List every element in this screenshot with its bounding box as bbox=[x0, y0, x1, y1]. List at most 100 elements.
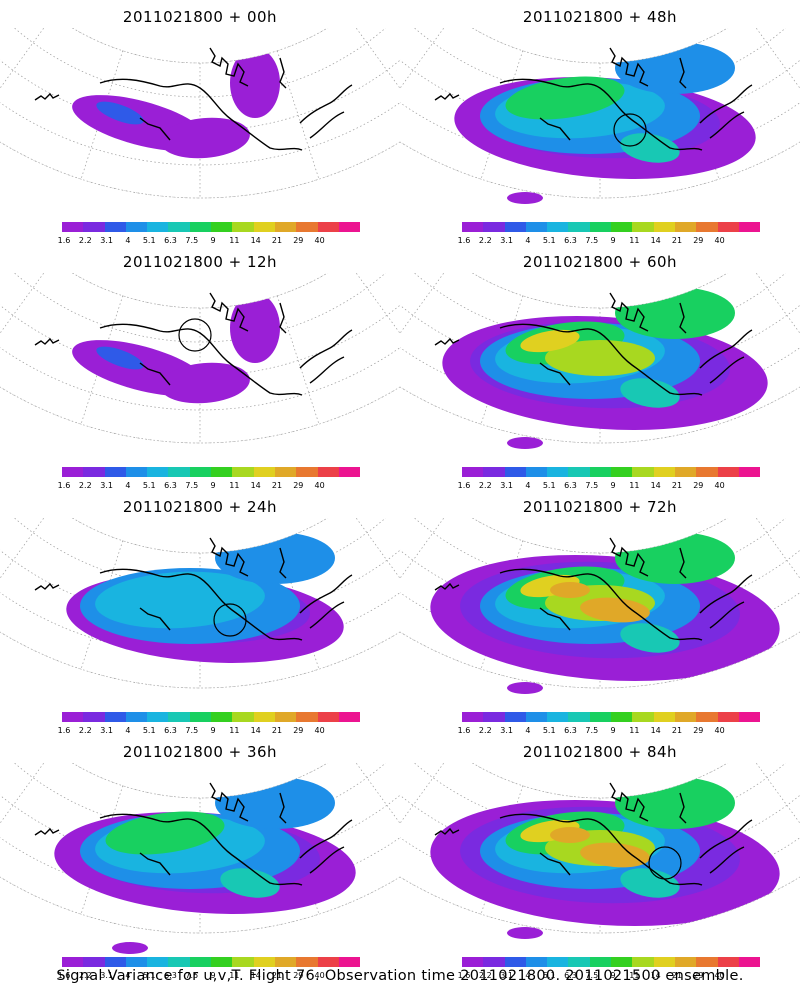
panel-title: 2011021800 + 00h bbox=[122, 8, 278, 26]
variance-contour bbox=[620, 623, 680, 653]
colorbar-tick-label: 5.1 bbox=[142, 971, 156, 980]
variance-contour bbox=[230, 293, 280, 363]
longitude-line bbox=[0, 763, 45, 824]
colorbar-tick-label: 29 bbox=[693, 726, 704, 735]
colorbar-tick-label: 40 bbox=[714, 971, 725, 980]
colorbar-tick-label: 9 bbox=[210, 236, 216, 245]
canada-coast bbox=[679, 302, 753, 384]
colorbar-swatch bbox=[274, 712, 297, 722]
colorbar-swatch bbox=[83, 467, 105, 477]
colorbar-tick-label: 1.6 bbox=[457, 481, 471, 490]
colorbar-tick-label: 9 bbox=[210, 971, 216, 980]
latitude-line bbox=[14, 273, 386, 343]
observation-circle bbox=[213, 603, 247, 637]
colorbar-tick-label: 7.5 bbox=[585, 971, 599, 980]
colorbar-tick-label: 14 bbox=[250, 726, 261, 735]
colorbar-tick-label: 11 bbox=[629, 726, 640, 735]
latitude-line bbox=[414, 273, 786, 343]
longitude-line bbox=[755, 28, 800, 89]
alaska-coast bbox=[99, 568, 303, 641]
colorbar-tick-label: 14 bbox=[250, 236, 261, 245]
colorbar-tick-label: 11 bbox=[229, 971, 240, 980]
longitude-line bbox=[400, 28, 445, 89]
colorbar-swatch bbox=[717, 712, 739, 722]
colorbar-swatch bbox=[568, 712, 590, 722]
longitude-line bbox=[755, 273, 800, 334]
latitude-line bbox=[471, 28, 729, 64]
colorbar-swatch bbox=[317, 222, 339, 232]
colorbar-swatch bbox=[568, 467, 590, 477]
latitude-line bbox=[400, 304, 800, 377]
colorbar-swatch bbox=[696, 222, 718, 232]
colorbar-swatch bbox=[296, 712, 318, 722]
colorbar bbox=[462, 957, 761, 967]
colorbar-swatch bbox=[462, 712, 484, 722]
colorbar-tick-label: 9 bbox=[210, 726, 216, 735]
peninsula-coast bbox=[539, 362, 571, 386]
colorbar-swatch bbox=[317, 467, 339, 477]
colorbar-tick-label: 29 bbox=[693, 236, 704, 245]
colorbar-swatch bbox=[589, 222, 612, 232]
colorbar-tick-label: 21 bbox=[271, 726, 283, 735]
map-boundary bbox=[0, 518, 400, 689]
alaska-coast bbox=[99, 323, 303, 396]
colorbar-swatch bbox=[568, 222, 590, 232]
colorbar-swatch bbox=[83, 712, 105, 722]
variance-contour bbox=[96, 101, 144, 125]
colorbar-swatch bbox=[296, 222, 318, 232]
colorbar-swatch bbox=[189, 222, 212, 232]
colorbar-swatch bbox=[104, 222, 126, 232]
latitude-line bbox=[414, 28, 786, 98]
colorbar-tick-label: 4 bbox=[125, 971, 131, 980]
longitude-line bbox=[80, 785, 124, 915]
colorbar-tick-label: 7.5 bbox=[185, 726, 199, 735]
colorbar-swatch bbox=[253, 712, 275, 722]
latitude-line bbox=[14, 763, 386, 833]
colorbar-tick-label: 5.1 bbox=[142, 236, 156, 245]
arctic-islands bbox=[209, 782, 249, 822]
colorbar-tick-label: 2.2 bbox=[478, 236, 492, 245]
peninsula-coast bbox=[139, 607, 171, 631]
colorbar-tick-label: 6.3 bbox=[164, 726, 177, 735]
colorbar-swatch bbox=[632, 957, 654, 967]
longitude-line bbox=[276, 50, 320, 180]
colorbar-swatch bbox=[504, 222, 526, 232]
colorbar-tick-label: 6.3 bbox=[564, 236, 577, 245]
latitude-line bbox=[471, 273, 729, 309]
colorbar-tick-label: 4 bbox=[525, 726, 531, 735]
coastline bbox=[34, 782, 353, 886]
colorbar-swatch bbox=[462, 467, 484, 477]
map-boundary bbox=[0, 28, 400, 199]
variance-contour bbox=[230, 48, 280, 118]
arctic-islands bbox=[209, 47, 249, 87]
latitude-line bbox=[400, 549, 800, 622]
colorbar-swatch bbox=[589, 467, 612, 477]
colorbar-tick-label: 29 bbox=[293, 971, 304, 980]
longitude-line bbox=[0, 518, 45, 579]
figure-caption: Signal Variance for u,v,T. Flight 76. Ob… bbox=[56, 968, 744, 984]
colorbar-swatch bbox=[674, 222, 697, 232]
aleutian-coast bbox=[34, 582, 60, 591]
longitude-line bbox=[276, 295, 320, 425]
colorbar-swatch bbox=[274, 222, 297, 232]
variance-contour bbox=[615, 532, 735, 584]
colorbar-swatch bbox=[547, 712, 569, 722]
variance-patch bbox=[507, 682, 543, 694]
variance-contour bbox=[505, 76, 625, 120]
colorbar-tick-label: 2.2 bbox=[478, 971, 492, 980]
colorbar-tick-label: 40 bbox=[714, 481, 725, 490]
latitude-line bbox=[71, 273, 329, 309]
panel-title: 2011021800 + 84h bbox=[522, 743, 678, 761]
colorbar-tick-label: 40 bbox=[714, 236, 725, 245]
colorbar-tick-label: 29 bbox=[293, 236, 304, 245]
colorbar-tick-label: 1.6 bbox=[457, 971, 471, 980]
colorbar-swatch bbox=[125, 957, 148, 967]
colorbar bbox=[62, 222, 361, 232]
polar-map bbox=[0, 518, 400, 689]
arctic-islands bbox=[209, 292, 249, 332]
latitude-line bbox=[471, 763, 729, 799]
colorbar-tick-label: 7.5 bbox=[185, 481, 199, 490]
longitude-line bbox=[355, 28, 400, 89]
colorbar-swatch bbox=[125, 222, 148, 232]
variance-contour bbox=[615, 777, 735, 829]
